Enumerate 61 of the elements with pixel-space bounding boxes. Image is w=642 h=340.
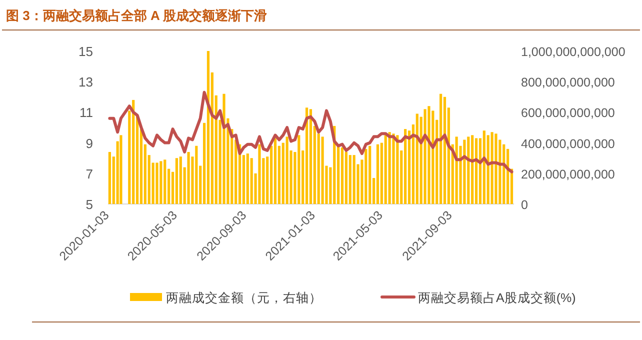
chart-title: 图 3：两融交易额占全部 A 股成交额逐渐下滑 (6, 8, 267, 23)
y-tick-label: 5 (86, 197, 93, 212)
bar (108, 152, 111, 204)
bar (455, 136, 458, 204)
y2-tick-label: 1,000,000,000,000 (521, 45, 626, 59)
y-tick-label: 9 (86, 136, 93, 151)
bar (428, 106, 430, 204)
bar (443, 96, 446, 204)
bar (364, 148, 368, 204)
y-tick-label: 15 (78, 44, 93, 59)
bar (120, 135, 122, 204)
bar (305, 108, 308, 204)
bar (258, 144, 261, 204)
bar (298, 135, 300, 204)
y2-tick-label: 0 (521, 198, 528, 212)
bar (392, 134, 395, 204)
bar (187, 152, 190, 204)
bar (424, 109, 426, 204)
line-series (108, 90, 514, 174)
bar (416, 114, 418, 204)
bar (286, 136, 288, 204)
y2-tick-label: 600,000,000,000 (521, 106, 615, 120)
bar (222, 94, 226, 204)
y2-tick-label: 400,000,000,000 (521, 136, 615, 151)
y-tick-label: 11 (80, 105, 93, 120)
y2-tick-label: 800,000,000,000 (521, 76, 615, 90)
bar (160, 161, 162, 204)
bar (321, 136, 324, 204)
bar (368, 146, 372, 204)
bar (376, 144, 380, 204)
y-tick-label: 7 (86, 166, 93, 182)
bar (463, 140, 466, 204)
bar (384, 135, 387, 204)
bar (396, 135, 399, 204)
bar (246, 154, 249, 204)
bar (309, 109, 312, 204)
bar (156, 162, 158, 204)
bar (344, 152, 348, 204)
bar (474, 138, 478, 204)
bar (348, 155, 352, 204)
legend-label: 两融交易额占A股成交额(%) (418, 290, 576, 305)
bar (388, 132, 391, 204)
legend-label: 两融成交金额（元，右轴） (166, 290, 322, 305)
bar (340, 147, 344, 204)
bar (175, 158, 178, 204)
bar (195, 146, 198, 204)
bar (132, 100, 135, 204)
bar (404, 129, 407, 204)
bar (494, 134, 498, 204)
bar (352, 155, 356, 204)
bar (164, 160, 166, 204)
bar (471, 135, 474, 204)
bar (467, 136, 470, 204)
y-tick-label: 13 (78, 74, 93, 90)
y2-tick-label: 200,000,000,000 (521, 167, 615, 182)
bar (274, 138, 277, 204)
bar (490, 132, 494, 204)
bar (206, 51, 210, 204)
bar (179, 156, 182, 204)
bar (439, 94, 442, 204)
bar (482, 130, 486, 204)
